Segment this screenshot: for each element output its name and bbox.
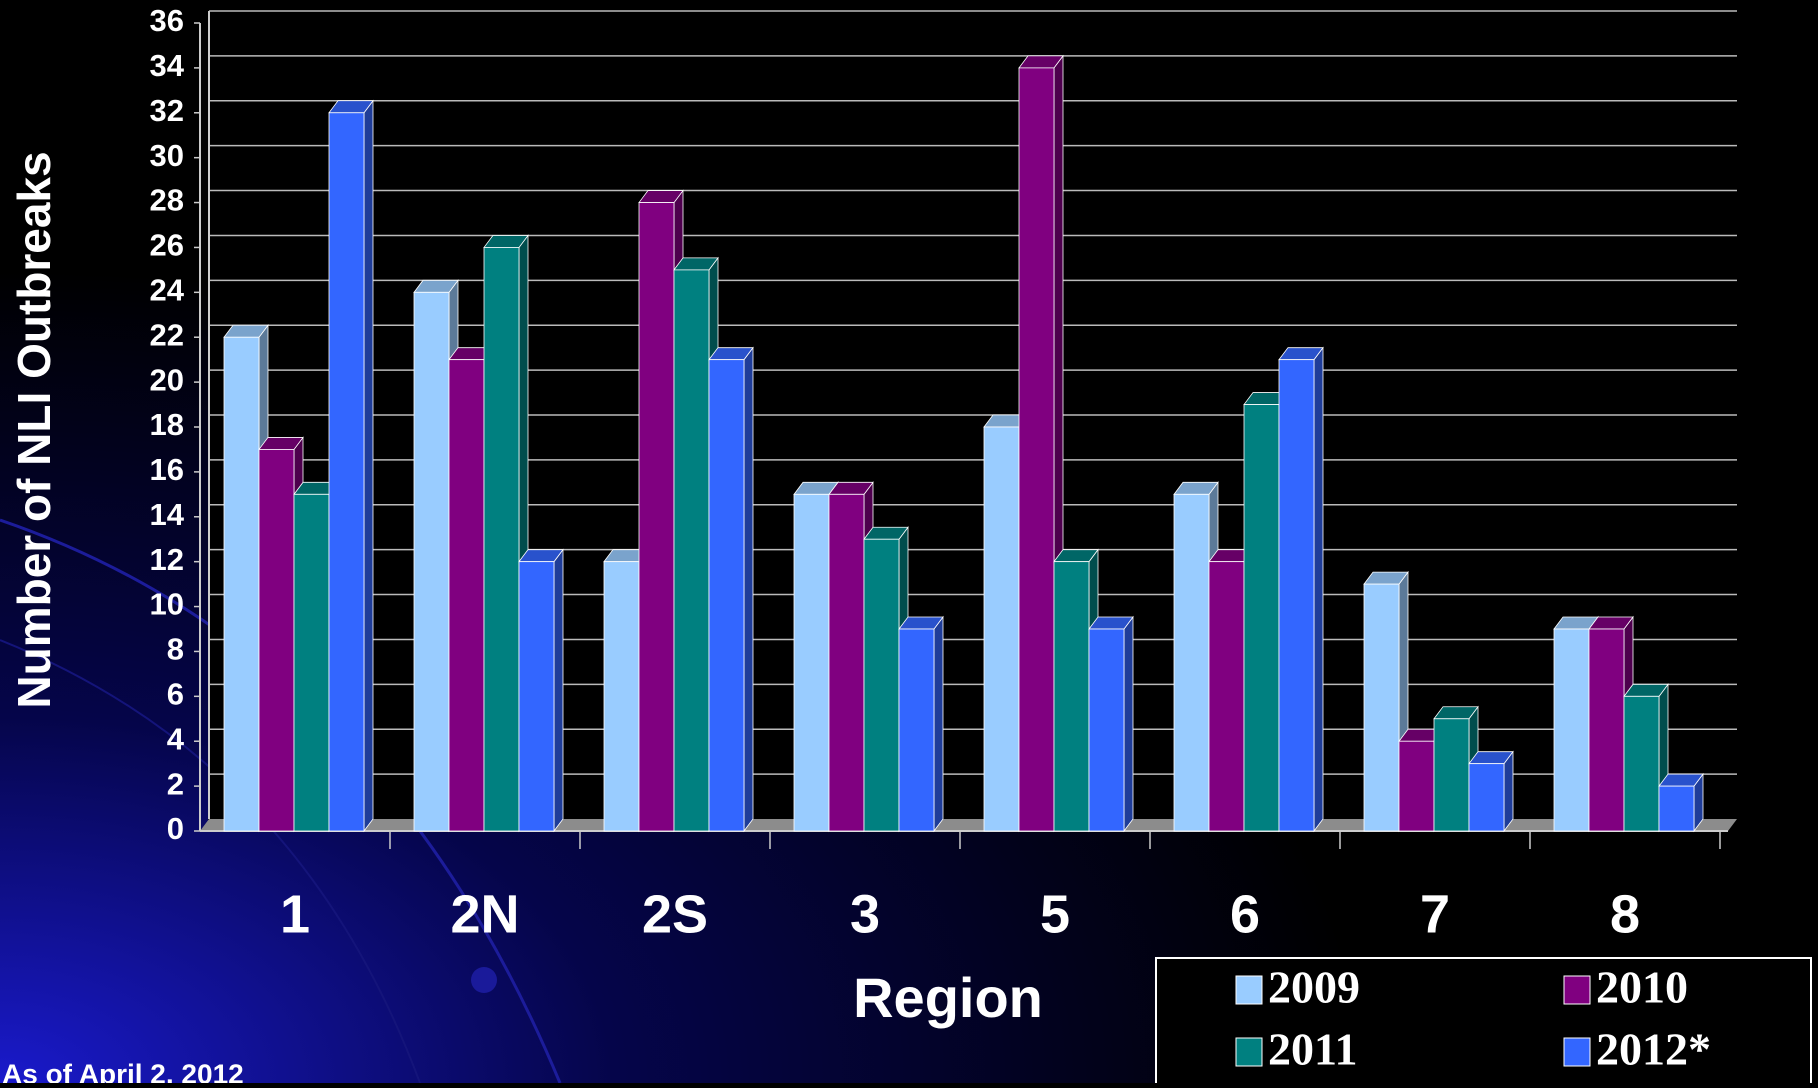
y-tick-label: 36 <box>150 3 184 38</box>
bar <box>1363 583 1400 832</box>
bar <box>673 269 710 832</box>
bar-side <box>1313 346 1324 833</box>
y-tick-label: 16 <box>150 452 184 487</box>
bar <box>603 561 640 832</box>
bar <box>1278 359 1315 832</box>
y-tick-label: 0 <box>167 811 184 846</box>
bar <box>258 449 295 832</box>
x-tick-label: 1 <box>280 884 310 944</box>
decor-dot <box>471 967 497 993</box>
legend-swatch <box>1235 975 1263 1005</box>
floor <box>200 819 1737 831</box>
bar <box>1623 695 1660 832</box>
legend-label: 2010 <box>1596 962 1688 1013</box>
y-tick-label: 28 <box>150 183 184 218</box>
y-tick-label: 32 <box>150 93 184 128</box>
legend-label: 2011 <box>1268 1024 1357 1075</box>
y-tick-label: 34 <box>150 48 185 83</box>
bar-side <box>1123 615 1134 833</box>
legend-label: 2009 <box>1268 962 1360 1013</box>
y-tick-label: 6 <box>167 677 184 712</box>
x-tick-label: 8 <box>1610 884 1640 944</box>
y-tick-label: 20 <box>150 362 184 397</box>
bar-side <box>1503 750 1514 833</box>
bar <box>863 538 900 832</box>
y-tick-label: 22 <box>150 317 184 352</box>
bar <box>223 336 260 832</box>
x-tick-label: 5 <box>1040 884 1070 944</box>
bar <box>828 493 865 832</box>
x-tick-label: 2N <box>450 884 519 944</box>
bar <box>1658 785 1695 832</box>
bar <box>1018 67 1055 832</box>
bar-side <box>553 548 564 833</box>
x-tick-label: 3 <box>850 884 880 944</box>
legend-label: 2012* <box>1596 1024 1711 1075</box>
bar <box>1588 628 1625 832</box>
bar <box>1243 404 1280 832</box>
legend-swatch <box>1563 975 1591 1005</box>
bar <box>1398 740 1435 832</box>
bar <box>1088 628 1125 832</box>
x-tick-label: 6 <box>1230 884 1260 944</box>
legend-swatch <box>1563 1037 1591 1067</box>
bar <box>483 247 520 832</box>
bar-side <box>743 346 754 833</box>
y-tick-label: 10 <box>150 587 184 622</box>
y-tick-label: 14 <box>150 497 185 532</box>
y-tick-label: 2 <box>167 766 184 801</box>
bar <box>413 291 450 832</box>
bar <box>1208 561 1245 832</box>
y-tick-label: 24 <box>150 273 185 308</box>
bar <box>448 359 485 832</box>
y-tick-label: 18 <box>150 407 184 442</box>
legend <box>1155 957 1812 1088</box>
bar-side <box>363 99 374 833</box>
bar <box>638 202 675 832</box>
bar <box>518 561 555 832</box>
bar <box>1468 763 1505 832</box>
x-tick-label: 2S <box>642 884 708 944</box>
bar <box>1173 493 1210 832</box>
bar <box>1053 561 1090 832</box>
bar <box>328 112 365 832</box>
y-tick-label: 12 <box>150 542 184 577</box>
y-tick-label: 26 <box>150 228 184 263</box>
bar <box>1433 718 1470 832</box>
y-tick-label: 30 <box>150 138 184 173</box>
y-tick-label: 8 <box>167 632 184 667</box>
x-tick-label: 7 <box>1420 884 1450 944</box>
footnote: As of April 2, 2012 <box>2 1058 244 1083</box>
x-axis-label: Region <box>853 966 1043 1029</box>
bar <box>708 359 745 832</box>
y-axis-label: Number of NLI Outbreaks <box>8 151 60 708</box>
bar <box>898 628 935 832</box>
y-tick-label: 4 <box>167 721 185 756</box>
bar <box>793 493 830 832</box>
bar <box>293 493 330 832</box>
bar-side <box>933 615 944 833</box>
bar <box>983 426 1020 832</box>
bar <box>1553 628 1590 832</box>
legend-swatch <box>1235 1037 1263 1067</box>
